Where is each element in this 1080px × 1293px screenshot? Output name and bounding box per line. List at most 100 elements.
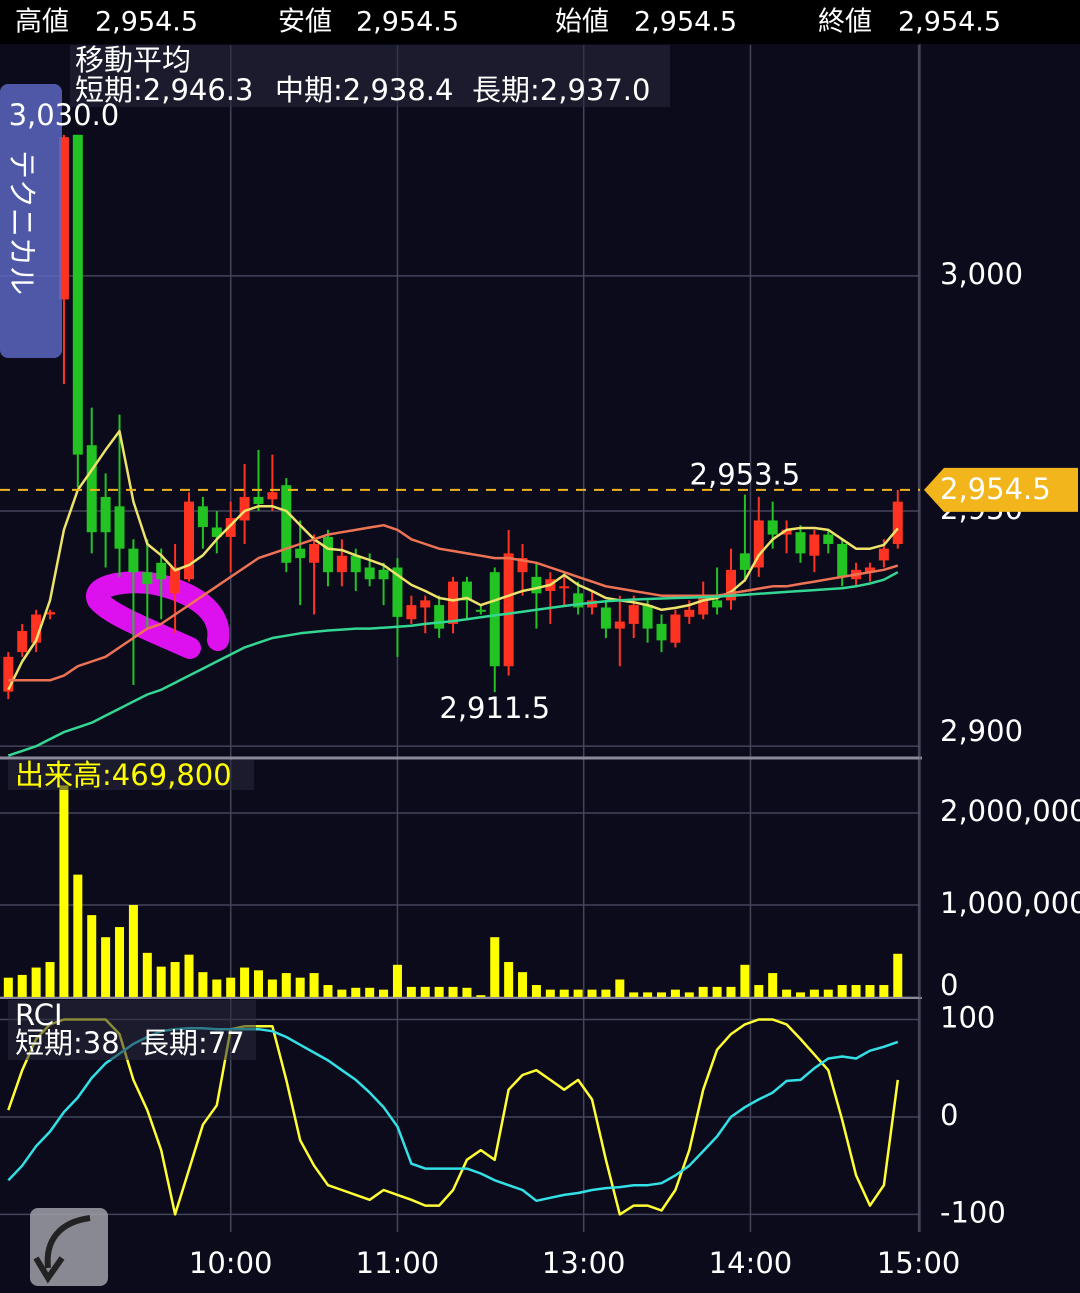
- volume-bar: [212, 979, 222, 997]
- candle-body: [211, 527, 222, 537]
- header-label: 安値: [278, 7, 332, 38]
- candle-body: [3, 656, 14, 692]
- candle-body: [892, 501, 903, 544]
- candle-body: [322, 536, 333, 573]
- volume-bar: [115, 927, 125, 997]
- side-tab[interactable]: [0, 84, 62, 358]
- legend-entry: 短期:2,946.3: [75, 73, 253, 107]
- candle-body: [698, 598, 709, 615]
- series-line: [7, 429, 899, 691]
- volume-bar: [226, 977, 236, 997]
- y-tick-label: 2,900: [940, 714, 1023, 748]
- volume-bar: [3, 977, 13, 997]
- volume-bar: [45, 962, 55, 997]
- candle-body: [670, 614, 681, 643]
- volume-bar: [879, 985, 889, 997]
- volume-bar: [198, 972, 208, 997]
- legend-entry: 中期:2,938.4: [275, 73, 453, 107]
- x-tick-label: 15:00: [877, 1246, 961, 1280]
- series-line: [7, 571, 899, 757]
- volume-bar: [281, 973, 291, 997]
- volume-bar: [531, 985, 541, 997]
- volume-bar: [73, 874, 83, 997]
- candle-body: [17, 630, 28, 653]
- side-tab-label[interactable]: テクニカル: [5, 150, 39, 295]
- candle-body: [184, 501, 195, 580]
- candle-body: [684, 609, 695, 617]
- volume-bar: [559, 989, 569, 997]
- candle-body: [239, 496, 250, 521]
- candle-body: [614, 621, 625, 629]
- legend-entry: 短期:38: [15, 1026, 120, 1060]
- candle-body: [100, 496, 111, 533]
- button-icon: [33, 1256, 65, 1284]
- volume-bar: [518, 972, 528, 997]
- volume-bar: [462, 987, 472, 997]
- volume-bar: [670, 989, 680, 997]
- volume-bar: [823, 989, 833, 997]
- volume-bar: [795, 992, 805, 997]
- volume-bar: [545, 989, 555, 997]
- header-label: 高値: [15, 7, 69, 38]
- y-tick-label: 0: [940, 968, 958, 1002]
- volume-bar: [782, 989, 792, 997]
- x-tick-label: 13:00: [542, 1246, 626, 1280]
- candle-body: [225, 518, 236, 537]
- candle-body: [767, 520, 778, 535]
- header-value: 2,954.5: [356, 7, 459, 38]
- candle-body: [517, 558, 528, 573]
- volume-bar: [587, 989, 597, 997]
- legend-box: [70, 45, 670, 107]
- candle-body: [753, 520, 764, 568]
- legend-entry: 長期:2,937.0: [472, 73, 650, 107]
- volume-bar: [142, 952, 152, 997]
- header-value: 2,954.5: [95, 7, 198, 38]
- candle-body: [72, 134, 83, 455]
- candle-body: [31, 614, 42, 643]
- volume-bar: [420, 986, 430, 997]
- volume-bar: [684, 992, 694, 997]
- legend-box: [8, 1000, 256, 1060]
- candle-body: [253, 496, 264, 504]
- volume-bar: [893, 953, 903, 997]
- candle-body: [434, 605, 445, 629]
- candle-body: [142, 572, 153, 584]
- header-bar: [0, 0, 1080, 44]
- volume-bar: [170, 962, 180, 997]
- volume-bar: [351, 987, 361, 997]
- candle-body: [420, 600, 431, 608]
- volume-bar: [726, 986, 736, 997]
- candle-body: [364, 567, 375, 580]
- volume-bar: [267, 979, 277, 997]
- annotation: 3,030.0: [9, 98, 120, 132]
- candle-body: [448, 581, 459, 624]
- candle-body: [267, 492, 278, 500]
- candle-body: [128, 548, 139, 573]
- back-button[interactable]: [30, 1208, 108, 1286]
- candle-body: [461, 581, 472, 601]
- volume-bar: [698, 986, 708, 997]
- button-bg[interactable]: [30, 1208, 108, 1286]
- candle-body: [392, 567, 403, 617]
- y-tick-label: 3,000: [940, 257, 1023, 291]
- legend-entry: 長期:77: [140, 1026, 245, 1060]
- candle-body: [406, 605, 417, 620]
- candle-body: [197, 506, 208, 528]
- candle-body: [350, 555, 361, 573]
- candle-body: [600, 607, 611, 629]
- volume-bar: [17, 974, 27, 997]
- volume-bar: [740, 964, 750, 997]
- candle-body: [489, 572, 500, 667]
- y-tick-label: 100: [940, 1000, 995, 1034]
- volume-bar: [865, 985, 875, 997]
- candle-body: [45, 612, 56, 615]
- price-tag-label: 2,954.5: [940, 472, 1051, 506]
- candle-body: [336, 555, 347, 573]
- volume-bar: [406, 986, 416, 997]
- volume-bar: [643, 992, 653, 997]
- volume-bar: [295, 977, 305, 997]
- header-label: 終値: [818, 7, 872, 38]
- volume-title: 出来高:469,800: [15, 758, 232, 792]
- volume-bar: [809, 989, 819, 997]
